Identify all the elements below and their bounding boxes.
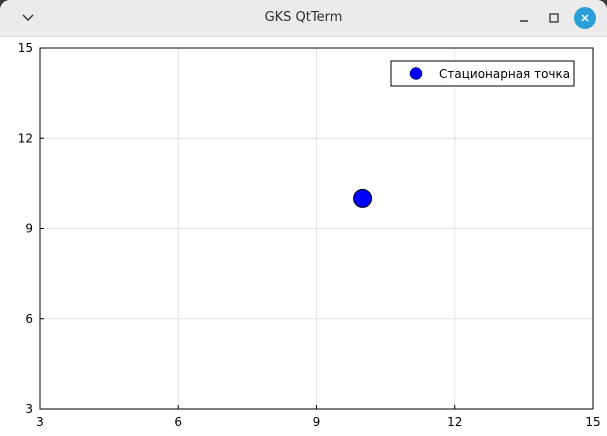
grid-lines bbox=[40, 48, 593, 409]
y-tick-label: 12 bbox=[18, 131, 33, 145]
legend: Стационарная точка bbox=[390, 60, 575, 87]
y-tick-label: 9 bbox=[25, 222, 33, 236]
y-tick-label: 6 bbox=[25, 312, 33, 326]
axis-ticks: 3 6 9 12 15 3 6 9 12 15 bbox=[18, 41, 601, 429]
x-tick-label: 3 bbox=[36, 415, 44, 429]
chevron-down-icon[interactable] bbox=[17, 7, 39, 29]
x-tick-label: 6 bbox=[174, 415, 182, 429]
data-point bbox=[353, 188, 373, 208]
y-tick-label: 15 bbox=[18, 41, 33, 55]
maximize-icon[interactable] bbox=[543, 7, 565, 29]
window-title: GKS QtTerm bbox=[264, 10, 343, 25]
plot-canvas: 3 6 9 12 15 3 6 9 12 15 Стационарная точка bbox=[0, 37, 607, 436]
x-tick-label: 15 bbox=[585, 415, 600, 429]
x-tick-label: 9 bbox=[313, 415, 321, 429]
legend-marker bbox=[409, 67, 423, 80]
close-icon[interactable] bbox=[574, 7, 596, 29]
title-bar[interactable]: GKS QtTerm bbox=[0, 0, 607, 37]
legend-label-stationary-point: Стационарная точка bbox=[439, 67, 570, 81]
scatter-chart: 3 6 9 12 15 3 6 9 12 15 Стационарная точка bbox=[18, 41, 601, 429]
x-tick-label: 12 bbox=[447, 415, 462, 429]
data-points bbox=[353, 188, 373, 208]
y-tick-label: 3 bbox=[25, 402, 33, 416]
minimize-icon[interactable] bbox=[513, 7, 535, 29]
